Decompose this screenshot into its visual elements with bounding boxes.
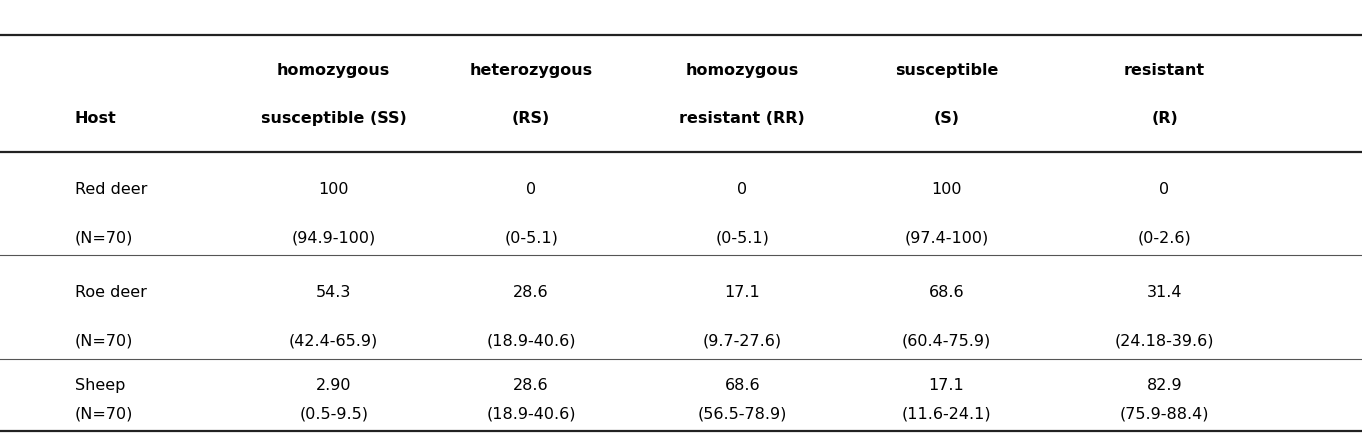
- Text: (0-5.1): (0-5.1): [715, 230, 770, 245]
- Text: 28.6: 28.6: [513, 378, 549, 392]
- Text: (R): (R): [1151, 111, 1178, 126]
- Text: homozygous: homozygous: [276, 63, 391, 78]
- Text: 100: 100: [319, 182, 349, 197]
- Text: (N=70): (N=70): [75, 334, 133, 348]
- Text: heterozygous: heterozygous: [470, 63, 592, 78]
- Text: 28.6: 28.6: [513, 285, 549, 300]
- Text: Sheep: Sheep: [75, 378, 125, 392]
- Text: 68.6: 68.6: [725, 378, 760, 392]
- Text: 2.90: 2.90: [316, 378, 351, 392]
- Text: (0-2.6): (0-2.6): [1137, 230, 1192, 245]
- Text: (97.4-100): (97.4-100): [904, 230, 989, 245]
- Text: (24.18-39.6): (24.18-39.6): [1114, 334, 1215, 348]
- Text: (56.5-78.9): (56.5-78.9): [697, 407, 787, 422]
- Text: 54.3: 54.3: [316, 285, 351, 300]
- Text: Host: Host: [75, 111, 117, 126]
- Text: (11.6-24.1): (11.6-24.1): [902, 407, 992, 422]
- Text: 17.1: 17.1: [725, 285, 760, 300]
- Text: (N=70): (N=70): [75, 407, 133, 422]
- Text: (RS): (RS): [512, 111, 550, 126]
- Text: (94.9-100): (94.9-100): [291, 230, 376, 245]
- Text: 0: 0: [737, 182, 748, 197]
- Text: (60.4-75.9): (60.4-75.9): [902, 334, 992, 348]
- Text: (0.5-9.5): (0.5-9.5): [300, 407, 368, 422]
- Text: 100: 100: [932, 182, 962, 197]
- Text: 17.1: 17.1: [929, 378, 964, 392]
- Text: 31.4: 31.4: [1147, 285, 1182, 300]
- Text: 82.9: 82.9: [1147, 378, 1182, 392]
- Text: 0: 0: [1159, 182, 1170, 197]
- Text: (N=70): (N=70): [75, 230, 133, 245]
- Text: 68.6: 68.6: [929, 285, 964, 300]
- Text: (75.9-88.4): (75.9-88.4): [1120, 407, 1209, 422]
- Text: 0: 0: [526, 182, 537, 197]
- Text: Red deer: Red deer: [75, 182, 147, 197]
- Text: susceptible: susceptible: [895, 63, 998, 78]
- Text: (S): (S): [933, 111, 960, 126]
- Text: (18.9-40.6): (18.9-40.6): [486, 334, 576, 348]
- Text: resistant: resistant: [1124, 63, 1205, 78]
- Text: (18.9-40.6): (18.9-40.6): [486, 407, 576, 422]
- Text: (42.4-65.9): (42.4-65.9): [289, 334, 379, 348]
- Text: resistant (RR): resistant (RR): [680, 111, 805, 126]
- Text: Roe deer: Roe deer: [75, 285, 147, 300]
- Text: (0-5.1): (0-5.1): [504, 230, 558, 245]
- Text: homozygous: homozygous: [685, 63, 799, 78]
- Text: susceptible (SS): susceptible (SS): [260, 111, 407, 126]
- Text: (9.7-27.6): (9.7-27.6): [703, 334, 782, 348]
